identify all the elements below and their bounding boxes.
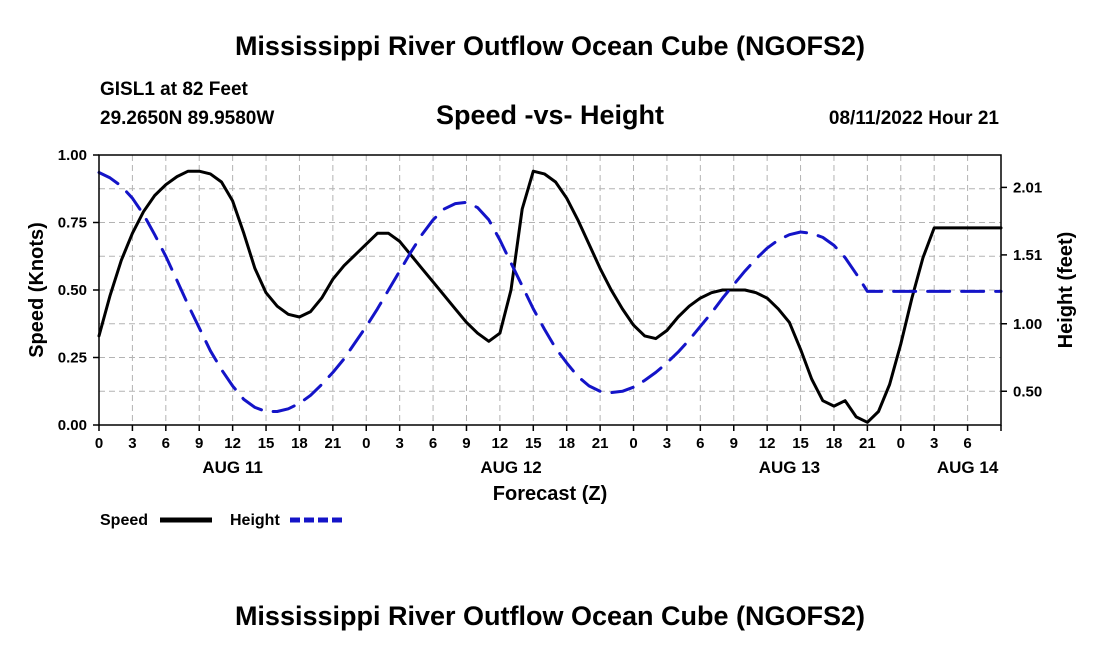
date-label: AUG 14 bbox=[937, 458, 999, 477]
x-tick-label: 21 bbox=[859, 435, 876, 452]
x-tick-label: 12 bbox=[759, 435, 776, 452]
x-tick-label: 21 bbox=[592, 435, 609, 452]
y-tick-label: 0.25 bbox=[58, 350, 87, 367]
y-tick-label: 1.00 bbox=[58, 147, 87, 164]
date-label: AUG 12 bbox=[480, 458, 541, 477]
y-axis-left: 0.00 0.25 0.50 0.75 1.00 bbox=[58, 147, 99, 434]
footer-title: Mississippi River Outflow Ocean Cube (NG… bbox=[235, 601, 865, 631]
x-tick-label: 6 bbox=[696, 435, 704, 452]
x-tick-label: 15 bbox=[525, 435, 542, 452]
x-axis: 0 3 6 9 12 15 18 21 0 3 6 9 12 15 18 21 0 3 6 9 12 15 18 21 0 3 6 A… bbox=[95, 425, 1002, 477]
x-tick-label: 0 bbox=[95, 435, 103, 452]
y-axis-right: 0.50 1.00 1.51 2.01 bbox=[1001, 179, 1042, 400]
legend-speed-label: Speed bbox=[100, 512, 148, 529]
datetime-label: 08/11/2022 Hour 21 bbox=[829, 108, 999, 129]
y-tick-label: 0.75 bbox=[58, 215, 87, 232]
date-label: AUG 11 bbox=[202, 458, 262, 477]
x-tick-label: 15 bbox=[258, 435, 275, 452]
y-tick-label: 0.50 bbox=[58, 282, 87, 299]
x-tick-label: 3 bbox=[395, 435, 403, 452]
series-line-height bbox=[97, 171, 1003, 413]
location-label: 29.2650N 89.9580W bbox=[100, 108, 274, 129]
x-tick-label: 6 bbox=[162, 435, 170, 452]
x-tick-label: 0 bbox=[629, 435, 637, 452]
date-label: AUG 13 bbox=[759, 458, 820, 477]
x-tick-label: 0 bbox=[897, 435, 905, 452]
x-tick-label: 15 bbox=[792, 435, 809, 452]
x-tick-label: 12 bbox=[224, 435, 241, 452]
x-tick-label: 3 bbox=[128, 435, 136, 452]
x-tick-label: 9 bbox=[195, 435, 203, 452]
x-tick-label: 9 bbox=[730, 435, 738, 452]
x-tick-label: 3 bbox=[663, 435, 671, 452]
x-tick-label: 6 bbox=[963, 435, 971, 452]
x-tick-label: 18 bbox=[826, 435, 843, 452]
legend: Speed Height bbox=[100, 512, 342, 529]
page-title: Mississippi River Outflow Ocean Cube (NG… bbox=[235, 31, 865, 61]
y2-tick-label: 1.00 bbox=[1013, 316, 1042, 333]
y-tick-label: 0.00 bbox=[58, 417, 87, 434]
x-tick-label: 0 bbox=[362, 435, 370, 452]
x-axis-label: Forecast (Z) bbox=[493, 483, 607, 505]
x-tick-label: 3 bbox=[930, 435, 938, 452]
series-line-speed bbox=[97, 169, 1003, 424]
grid-lines bbox=[99, 155, 1001, 425]
y-axis-label: Speed (Knots) bbox=[26, 222, 48, 358]
x-tick-label: 18 bbox=[291, 435, 308, 452]
x-tick-label: 21 bbox=[325, 435, 342, 452]
legend-height-label: Height bbox=[230, 512, 280, 529]
x-tick-label: 6 bbox=[429, 435, 437, 452]
station-label: GISL1 at 82 Feet bbox=[100, 79, 249, 100]
x-tick-label: 12 bbox=[492, 435, 509, 452]
y2-tick-label: 2.01 bbox=[1013, 179, 1042, 196]
y2-axis-label: Height (feet) bbox=[1055, 232, 1077, 349]
y2-tick-label: 0.50 bbox=[1013, 383, 1042, 400]
chart-title: Speed -vs- Height bbox=[436, 100, 664, 130]
plot-series bbox=[97, 169, 1003, 424]
y2-tick-label: 1.51 bbox=[1013, 247, 1042, 264]
x-tick-label: 9 bbox=[462, 435, 470, 452]
x-tick-label: 18 bbox=[558, 435, 575, 452]
